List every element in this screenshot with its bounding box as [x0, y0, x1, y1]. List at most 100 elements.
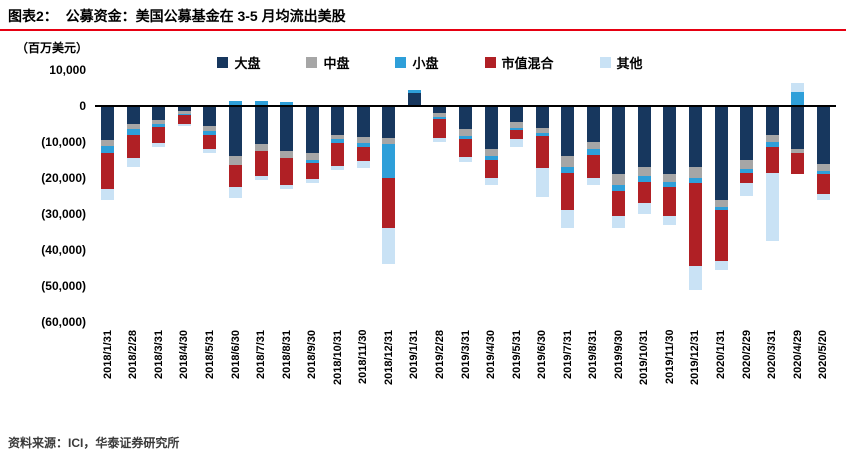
bar-segment-blend [152, 126, 166, 144]
bar-segment-blend [612, 190, 626, 216]
bar-segment-blend [382, 178, 396, 229]
bar-segment-large [280, 106, 294, 151]
bar-segment-mid [484, 149, 498, 157]
y-tick-label: (40,000) [41, 243, 86, 257]
bar-segment-large [433, 106, 447, 114]
bar-segment-blend [561, 172, 575, 211]
bar-segment-large [229, 106, 243, 157]
bar-segment-blend [816, 174, 830, 195]
bar-segment-large [663, 106, 677, 175]
x-axis-label: 2018/6/30 [229, 330, 242, 379]
bar-segment-blend [510, 130, 524, 140]
x-axis-label: 2019/12/31 [689, 330, 702, 386]
bar-segment-mid [152, 120, 166, 124]
chart-legend: 大盘 中盘 小盘 市值混合 其他 [110, 53, 750, 72]
bar-segment-large [612, 106, 626, 175]
bar-segment-other [535, 168, 549, 198]
bar-segment-mid [305, 152, 319, 160]
legend-swatch-small [395, 57, 407, 68]
bar-segment-blend [433, 118, 447, 139]
bar-segment-small [305, 160, 319, 163]
bar-segment-small [407, 89, 421, 94]
bar-segment-small [203, 131, 217, 135]
x-axis-label: 2019/5/31 [510, 330, 523, 379]
bar-segment-small [356, 143, 370, 147]
bar-segment-large [177, 106, 191, 112]
bar-segment-blend [305, 162, 319, 180]
bar-segment-small [816, 170, 830, 175]
legend-item-small: 小盘 [395, 53, 439, 72]
bar-segment-other [331, 166, 345, 170]
x-axis-label: 2018/1/31 [101, 330, 114, 379]
bar-segment-small [459, 135, 472, 139]
y-axis-unit-label: （百万美元） [16, 41, 89, 55]
bar-segment-blend [535, 135, 549, 169]
bar-segment-mid [510, 122, 524, 128]
bar-segment-small [688, 178, 702, 184]
bar-segment-blend [280, 158, 294, 186]
legend-item-mid: 中盘 [306, 53, 349, 72]
bar-segment-small [484, 156, 498, 160]
bar-segment-small [535, 133, 549, 136]
bar-segment-blend [765, 147, 779, 173]
legend-item-blend: 市值混合 [484, 53, 554, 72]
bar-segment-large [459, 106, 472, 130]
x-axis-label: 2018/3/31 [152, 330, 165, 379]
bar-segment-small [637, 176, 651, 182]
legend-swatch-large [217, 57, 229, 68]
y-tick-label: (50,000) [41, 279, 86, 293]
bar-segment-small [254, 100, 268, 106]
bar-segment-small [433, 116, 447, 119]
bar-segment-other [714, 260, 728, 270]
bar-segment-other [791, 82, 805, 92]
bar-segment-blend [637, 181, 651, 204]
bar-segment-mid [177, 111, 191, 114]
x-axis-label: 2019/2/28 [433, 330, 446, 379]
bar-segment-other [356, 161, 370, 169]
bar-segment-other [101, 188, 115, 200]
bar-segment-mid [561, 156, 575, 168]
bar-segment-blend [791, 152, 805, 175]
x-axis-label: 2019/8/31 [587, 330, 600, 379]
y-tick-label: (20,000) [41, 171, 86, 185]
bar-segment-other [561, 210, 575, 229]
bar-segment-other [688, 266, 702, 290]
bar-segment-mid [101, 140, 115, 146]
bar-segment-mid [688, 167, 702, 178]
legend-label-large: 大盘 [234, 56, 261, 71]
bar-segment-large [791, 106, 805, 150]
y-tick-label: 0 [79, 99, 86, 113]
bar-segment-large [331, 106, 345, 135]
legend-label-mid: 中盘 [323, 56, 350, 71]
bar-segment-mid [765, 134, 779, 142]
bar-segment-mid [535, 127, 549, 133]
x-axis-label: 2018/5/31 [203, 330, 216, 379]
bar-segment-small [382, 143, 396, 178]
bar-segment-other [203, 149, 217, 153]
bar-segment-mid [433, 113, 447, 117]
bar-segment-mid [714, 199, 728, 207]
bar-segment-other [177, 124, 191, 127]
bar-segment-other [433, 138, 447, 142]
bar-segment-large [714, 106, 728, 200]
bar-segment-mid [382, 138, 396, 144]
y-tick-label: (10,000) [41, 135, 86, 149]
bar-segment-blend [688, 183, 702, 267]
x-axis-label: 2020/5/20 [817, 330, 830, 379]
bar-segment-large [356, 106, 370, 137]
bar-segment-small [561, 167, 575, 173]
zero-axis-line [95, 105, 836, 107]
x-axis-label: 2019/6/30 [536, 330, 549, 379]
x-axis-label: 2020/4/29 [791, 330, 804, 379]
x-axis-label: 2019/11/30 [663, 330, 676, 385]
bar-segment-blend [740, 172, 754, 184]
bar-segment-small [765, 142, 779, 148]
x-axis-label: 2018/8/31 [280, 330, 293, 379]
bar-segment-blend [177, 115, 191, 125]
y-tick-label: (60,000) [41, 315, 86, 329]
bar-segment-large [152, 106, 166, 121]
bar-segment-other [637, 203, 651, 214]
source-note: 资料来源：ICI，华泰证券研究所 [8, 436, 180, 450]
